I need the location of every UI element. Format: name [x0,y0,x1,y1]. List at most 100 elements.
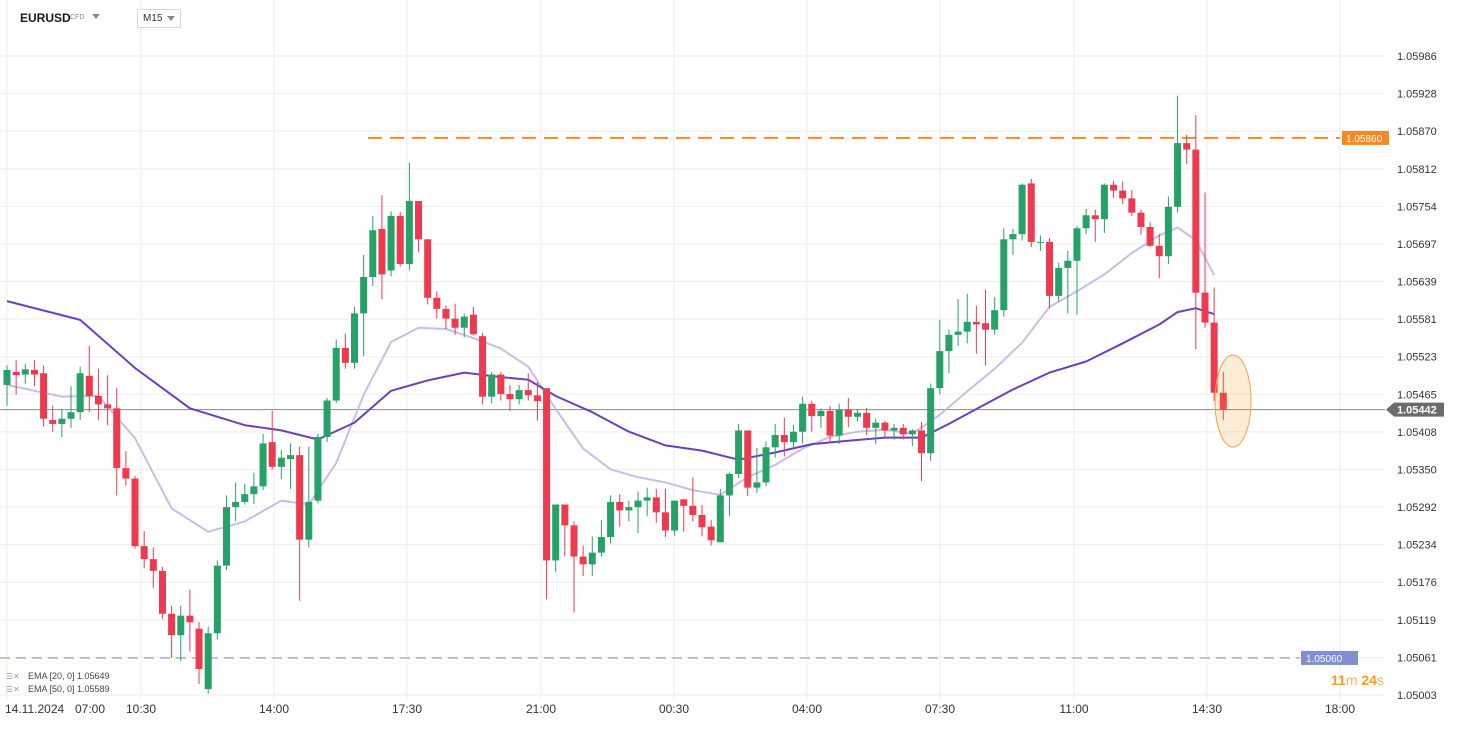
candle-body[interactable] [689,505,697,515]
legend-ema50[interactable]: ☰✕ EMA [50, 0] 1.05589 [6,684,110,697]
candle-body[interactable] [1146,226,1154,246]
candle-body[interactable] [259,443,267,487]
candle-body[interactable] [762,447,770,483]
candle-body[interactable] [1174,143,1182,207]
candle-body[interactable] [680,499,688,506]
candle-body[interactable] [168,613,176,636]
candle-body[interactable] [58,418,66,424]
candle-body[interactable] [314,436,322,501]
candle-body[interactable] [76,373,84,413]
candle-body[interactable] [1192,149,1200,293]
candle-body[interactable] [488,374,496,397]
candle-body[interactable] [844,409,852,417]
candle-body[interactable] [698,514,706,528]
indicator-settings-icon[interactable]: ☰✕ [6,685,20,694]
candle-body[interactable] [158,570,166,614]
candle-body[interactable] [1027,183,1035,242]
candle-body[interactable] [1219,392,1227,410]
candle-body[interactable] [30,369,38,375]
candle-body[interactable] [991,310,999,330]
candle-body[interactable] [744,430,752,488]
candle-body[interactable] [780,434,788,443]
candle-body[interactable] [661,512,669,531]
candle-body[interactable] [908,430,916,435]
candle-body[interactable] [332,347,340,401]
candle-body[interactable] [186,615,194,623]
candle-body[interactable] [817,410,825,417]
candle-body[interactable] [323,400,331,437]
candle-body[interactable] [369,230,377,278]
candle-body[interactable] [85,375,93,396]
candle-body[interactable] [625,507,633,511]
candle-body[interactable] [1064,260,1072,268]
candle-body[interactable] [442,308,450,319]
candle-body[interactable] [671,500,679,531]
candle-body[interactable] [899,427,907,435]
candle-body[interactable] [872,422,880,428]
candle-body[interactable] [140,546,148,560]
candle-body[interactable] [543,388,551,561]
candle-body[interactable] [341,347,349,363]
candle-body[interactable] [1201,292,1209,323]
candle-body[interactable] [433,297,441,309]
candle-body[interactable] [49,420,57,424]
symbol-label[interactable]: EURUSD [20,11,71,25]
candle-body[interactable] [579,556,587,565]
candle-body[interactable] [232,501,240,508]
candle-body[interactable] [1046,241,1054,296]
candle-body[interactable] [387,215,395,271]
candle-body[interactable] [881,422,889,431]
candle-body[interactable] [972,321,980,325]
timeframe-select[interactable]: M15 [137,9,181,28]
candle-body[interactable] [735,430,743,474]
candle-body[interactable] [21,369,29,375]
candle-body[interactable] [396,215,404,265]
candle-body[interactable] [1164,206,1172,257]
candle-body[interactable] [725,473,733,496]
candle-body[interactable] [1183,143,1191,150]
candle-body[interactable] [222,507,230,566]
candle-body[interactable] [753,482,761,488]
candle-body[interactable] [122,468,130,479]
candle-body[interactable] [1000,239,1008,311]
candle-body[interactable] [497,374,505,395]
candle-body[interactable] [1128,198,1136,213]
candle-body[interactable] [1082,215,1090,229]
candle-body[interactable] [506,394,514,400]
candle-body[interactable] [1137,212,1145,227]
candle-body[interactable] [149,559,157,571]
candle-body[interactable] [853,412,861,417]
candle-body[interactable] [296,455,304,540]
candle-body[interactable] [177,615,185,636]
candle-body[interactable] [927,388,935,454]
candle-body[interactable] [652,497,660,513]
candle-body[interactable] [616,501,624,511]
candle-body[interactable] [305,501,313,540]
candle-body[interactable] [835,409,843,436]
candle-body[interactable] [460,316,468,328]
candle-body[interactable] [863,412,871,428]
candle-body[interactable] [808,403,816,417]
candle-body[interactable] [351,313,359,363]
candle-body[interactable] [607,501,615,538]
candle-body[interactable] [1155,245,1163,257]
candle-body[interactable] [250,486,258,495]
candle-body[interactable] [3,369,11,385]
candle-body[interactable] [826,410,834,436]
candle-body[interactable] [936,351,944,389]
candle-body[interactable] [12,371,20,376]
candle-body[interactable] [982,323,990,330]
candle-body[interactable] [204,633,212,690]
candle-body[interactable] [954,331,962,335]
candle-body[interactable] [515,390,523,400]
candle-body[interactable] [113,408,121,469]
candle-body[interactable] [424,239,432,298]
candle-body[interactable] [40,373,48,419]
symbol-dropdown-caret-icon[interactable] [92,14,100,19]
candle-body[interactable] [643,497,651,501]
candle-body[interactable] [1055,267,1063,296]
candle-body[interactable] [1018,184,1026,235]
candle-body[interactable] [588,552,596,565]
